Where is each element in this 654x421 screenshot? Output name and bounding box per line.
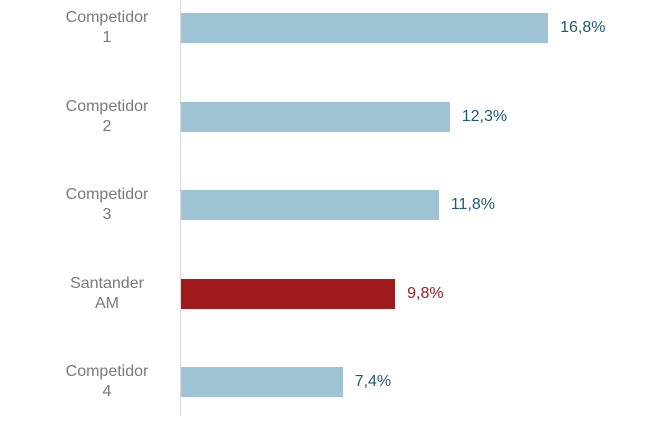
bar bbox=[181, 13, 549, 43]
value-label: 9,8% bbox=[407, 284, 444, 302]
category-label: Competidor 1 bbox=[65, 9, 149, 46]
value-label: 12,3% bbox=[461, 107, 508, 125]
value-label: 11,8% bbox=[450, 196, 496, 213]
axis-line bbox=[180, 0, 181, 416]
bar bbox=[181, 190, 439, 220]
category-label: Santander AM bbox=[70, 274, 144, 312]
bar bbox=[181, 101, 450, 132]
category-label: Competidor 3 bbox=[65, 186, 149, 223]
category-label: Competidor 4 bbox=[65, 363, 149, 400]
category-label: Competidor 2 bbox=[65, 97, 149, 135]
bar bbox=[181, 278, 396, 309]
value-label: 7,4% bbox=[354, 373, 392, 390]
value-label: 16,8% bbox=[560, 19, 606, 36]
bar bbox=[181, 367, 343, 397]
